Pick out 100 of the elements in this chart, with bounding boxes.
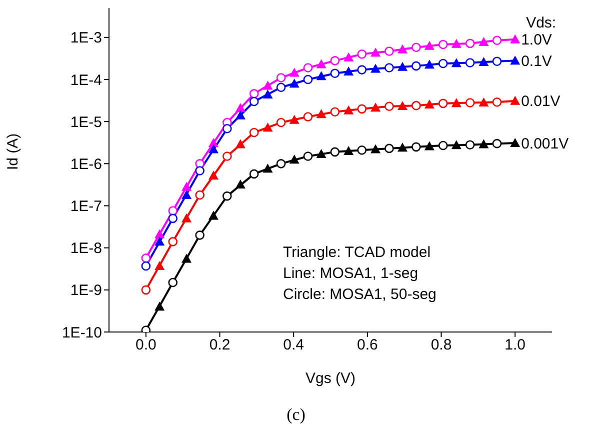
series-label: 0.01V [521, 93, 560, 110]
x-tick-label: 0.8 [430, 336, 452, 354]
point [249, 89, 259, 98]
point [492, 56, 502, 66]
point [411, 142, 421, 152]
point [492, 138, 502, 148]
point [289, 114, 300, 124]
point [510, 138, 520, 147]
point [182, 213, 192, 222]
x-tick-label: 0.6 [356, 336, 378, 354]
point [384, 144, 394, 154]
point [438, 58, 448, 68]
point [411, 61, 421, 71]
point [492, 36, 502, 46]
point [141, 285, 151, 295]
point [316, 59, 326, 68]
annotation: Circle: MOSA1, 50-seg [283, 285, 436, 305]
point [344, 66, 354, 76]
point [289, 78, 300, 88]
point [168, 278, 178, 288]
text: (c) [286, 405, 306, 425]
point [235, 179, 246, 188]
point [330, 107, 340, 117]
point [141, 261, 151, 271]
annotation: Triangle: TCAD model [283, 243, 432, 263]
point [182, 190, 192, 200]
y-tick-label: 1E-3 [70, 30, 102, 47]
point [424, 60, 434, 69]
y-tick-label: 1E-6 [70, 156, 102, 173]
point [330, 147, 340, 157]
point [276, 159, 286, 168]
point [208, 170, 218, 180]
point [154, 302, 165, 311]
point [510, 96, 520, 105]
point [316, 148, 326, 158]
point [289, 68, 300, 77]
series-label: 1.0V [521, 32, 552, 49]
point [316, 109, 326, 118]
point [451, 58, 462, 68]
point [303, 63, 313, 72]
point [510, 56, 520, 65]
point [303, 152, 313, 161]
point [168, 237, 178, 246]
x-tick-label: 0.0 [135, 336, 156, 354]
point [208, 138, 218, 147]
point [262, 80, 273, 90]
point [168, 206, 178, 216]
point [411, 100, 421, 110]
point [465, 98, 475, 108]
series-label: 0.1V [521, 53, 552, 70]
point [154, 261, 165, 270]
point [478, 139, 489, 148]
point [303, 74, 313, 84]
point [330, 68, 340, 78]
point [222, 124, 232, 134]
point [208, 210, 218, 220]
point [262, 122, 273, 132]
point [235, 139, 246, 148]
point [397, 100, 408, 110]
point [357, 104, 367, 114]
point [344, 146, 354, 155]
y-tick-label: 1E-9 [70, 282, 102, 300]
point [154, 229, 165, 238]
point [397, 62, 408, 71]
point [208, 144, 218, 154]
point [195, 190, 204, 200]
point [451, 98, 462, 108]
point [141, 253, 151, 263]
point [370, 102, 381, 112]
x-tick-label: 0.4 [283, 336, 304, 354]
point [249, 96, 259, 106]
point [397, 44, 408, 54]
point [330, 56, 340, 66]
point [182, 182, 192, 191]
point [438, 98, 448, 108]
point [344, 105, 354, 114]
y-tick-label: 1E-8 [70, 240, 102, 258]
legend-title: Vds: [526, 14, 556, 32]
point [235, 110, 246, 120]
point [357, 145, 367, 155]
point [357, 65, 367, 74]
point [438, 40, 448, 50]
point [465, 38, 475, 48]
y-tick-label: 1E-5 [70, 114, 102, 131]
point [424, 141, 434, 150]
point [451, 38, 462, 48]
point [478, 36, 489, 46]
point [168, 214, 178, 224]
point [438, 140, 448, 150]
point [344, 52, 354, 62]
point [182, 254, 192, 263]
point [289, 154, 300, 164]
point [510, 34, 520, 44]
y-tick-label: 1E-4 [70, 72, 102, 89]
point [451, 140, 462, 150]
point [222, 152, 232, 161]
point [262, 164, 273, 173]
point [384, 63, 394, 72]
point [384, 46, 394, 56]
point [357, 50, 367, 59]
